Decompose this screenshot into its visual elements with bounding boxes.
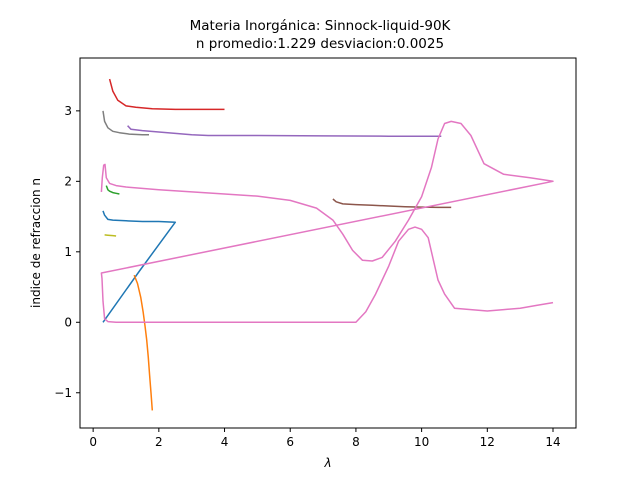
x-axis: 0 2 4 6 8 10 12 14 (89, 428, 561, 449)
series-line-8 (102, 110, 149, 136)
x-axis-label: λ (323, 456, 331, 470)
x-tick-label: 0 (89, 435, 97, 449)
y-axis-label: indice de refraccion n (29, 178, 43, 308)
y-tick-label: −1 (54, 386, 72, 400)
x-tick-label: 8 (352, 435, 360, 449)
x-tick-label: 6 (286, 435, 294, 449)
series-line-3 (105, 185, 120, 195)
x-tick-label: 10 (414, 435, 429, 449)
x-tick-label: 14 (545, 435, 560, 449)
series-line-4 (108, 78, 225, 111)
series-line-6 (332, 198, 452, 209)
x-tick-label: 2 (155, 435, 163, 449)
series-layer (100, 78, 554, 411)
series-line-1 (102, 210, 177, 323)
plot-frame (79, 57, 577, 429)
series-line-9 (104, 234, 117, 237)
y-axis: −1 0 1 2 3 (54, 104, 80, 400)
y-tick-label: 0 (64, 315, 72, 329)
chart-title: Materia Inorgánica: Sinnock-liquid-90K (190, 18, 452, 34)
chart-subtitle: n promedio:1.229 desviacion:0.0025 (196, 36, 444, 52)
y-tick-label: 1 (64, 245, 72, 259)
series-line-2 (133, 274, 154, 411)
series-line-5 (127, 125, 442, 137)
x-tick-label: 12 (480, 435, 495, 449)
y-tick-label: 3 (64, 104, 72, 118)
y-tick-label: 2 (64, 174, 72, 188)
x-tick-label: 4 (221, 435, 229, 449)
series-line-7 (100, 120, 554, 324)
